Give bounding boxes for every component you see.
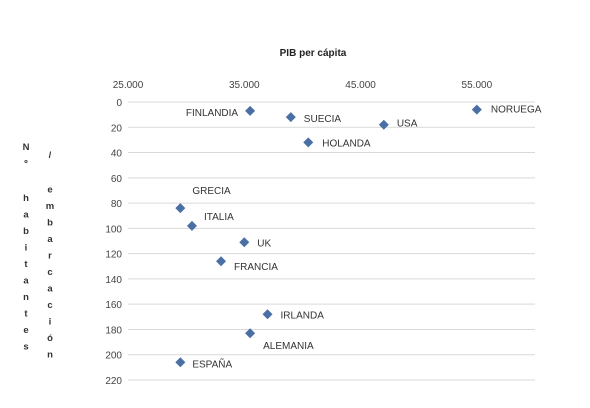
point-grecia <box>175 203 186 214</box>
point-holanda <box>303 137 314 148</box>
point-uk <box>239 237 250 248</box>
x-tick-label: 25.000 <box>113 80 144 91</box>
data-points <box>175 104 482 368</box>
y-tick-label: 20 <box>111 123 123 134</box>
y-tick-label: 0 <box>116 98 122 109</box>
point-suecia <box>285 112 296 123</box>
y-tick-label: 180 <box>105 325 122 336</box>
point-labels: FINLANDIA SUECIA USA NORUEGA HOLANDA GRECIA IT… <box>186 105 542 371</box>
x-axis-ticks: 25.000 35.000 45.000 55.000 <box>113 80 493 91</box>
y-tick-label: 100 <box>105 224 122 235</box>
point-label: UK <box>257 238 271 249</box>
point-noruega <box>471 104 482 115</box>
point-label: NORUEGA <box>491 105 542 116</box>
point-usa <box>378 119 389 130</box>
point-finlandia <box>245 105 256 116</box>
x-tick-label: 35.000 <box>229 80 260 91</box>
y-tick-label: 120 <box>105 250 122 261</box>
chart-title: PIB per cápita <box>280 48 347 59</box>
y-tick-label: 200 <box>105 351 122 362</box>
point-irlanda <box>262 309 273 320</box>
x-tick-label: 45.000 <box>345 80 376 91</box>
point-italia <box>186 220 197 231</box>
y-tick-label: 140 <box>105 275 122 286</box>
point-label: ITALIA <box>204 212 234 223</box>
y-tick-label: 220 <box>105 376 122 387</box>
point-label: HOLANDA <box>322 138 371 149</box>
grid-lines <box>128 101 535 381</box>
point-label: FINLANDIA <box>186 108 239 119</box>
y-axis-label-right: / e m b a r c a c i ó n <box>46 150 54 361</box>
y-axis-ticks: 0 20 40 60 80 100 120 140 160 180 200 220 <box>105 98 122 387</box>
y-tick-label: 80 <box>111 199 123 210</box>
y-tick-label: 160 <box>105 300 122 311</box>
point-label: ESPAÑA <box>192 357 232 370</box>
y-tick-label: 60 <box>111 174 123 185</box>
y-axis-label-right-text: / e m b a r c a c i ó n <box>46 150 54 361</box>
point-label: FRANCIA <box>234 262 278 273</box>
point-label: GRECIA <box>192 186 231 197</box>
point-label: IRLANDA <box>281 310 325 321</box>
point-francia <box>216 256 227 267</box>
point-label: SUECIA <box>304 114 342 125</box>
x-tick-label: 55.000 <box>462 80 493 91</box>
y-tick-label: 40 <box>111 149 123 160</box>
point-españa <box>175 357 186 368</box>
point-label: ALEMANIA <box>263 341 314 352</box>
point-alemania <box>245 328 256 339</box>
point-label: USA <box>397 119 418 130</box>
